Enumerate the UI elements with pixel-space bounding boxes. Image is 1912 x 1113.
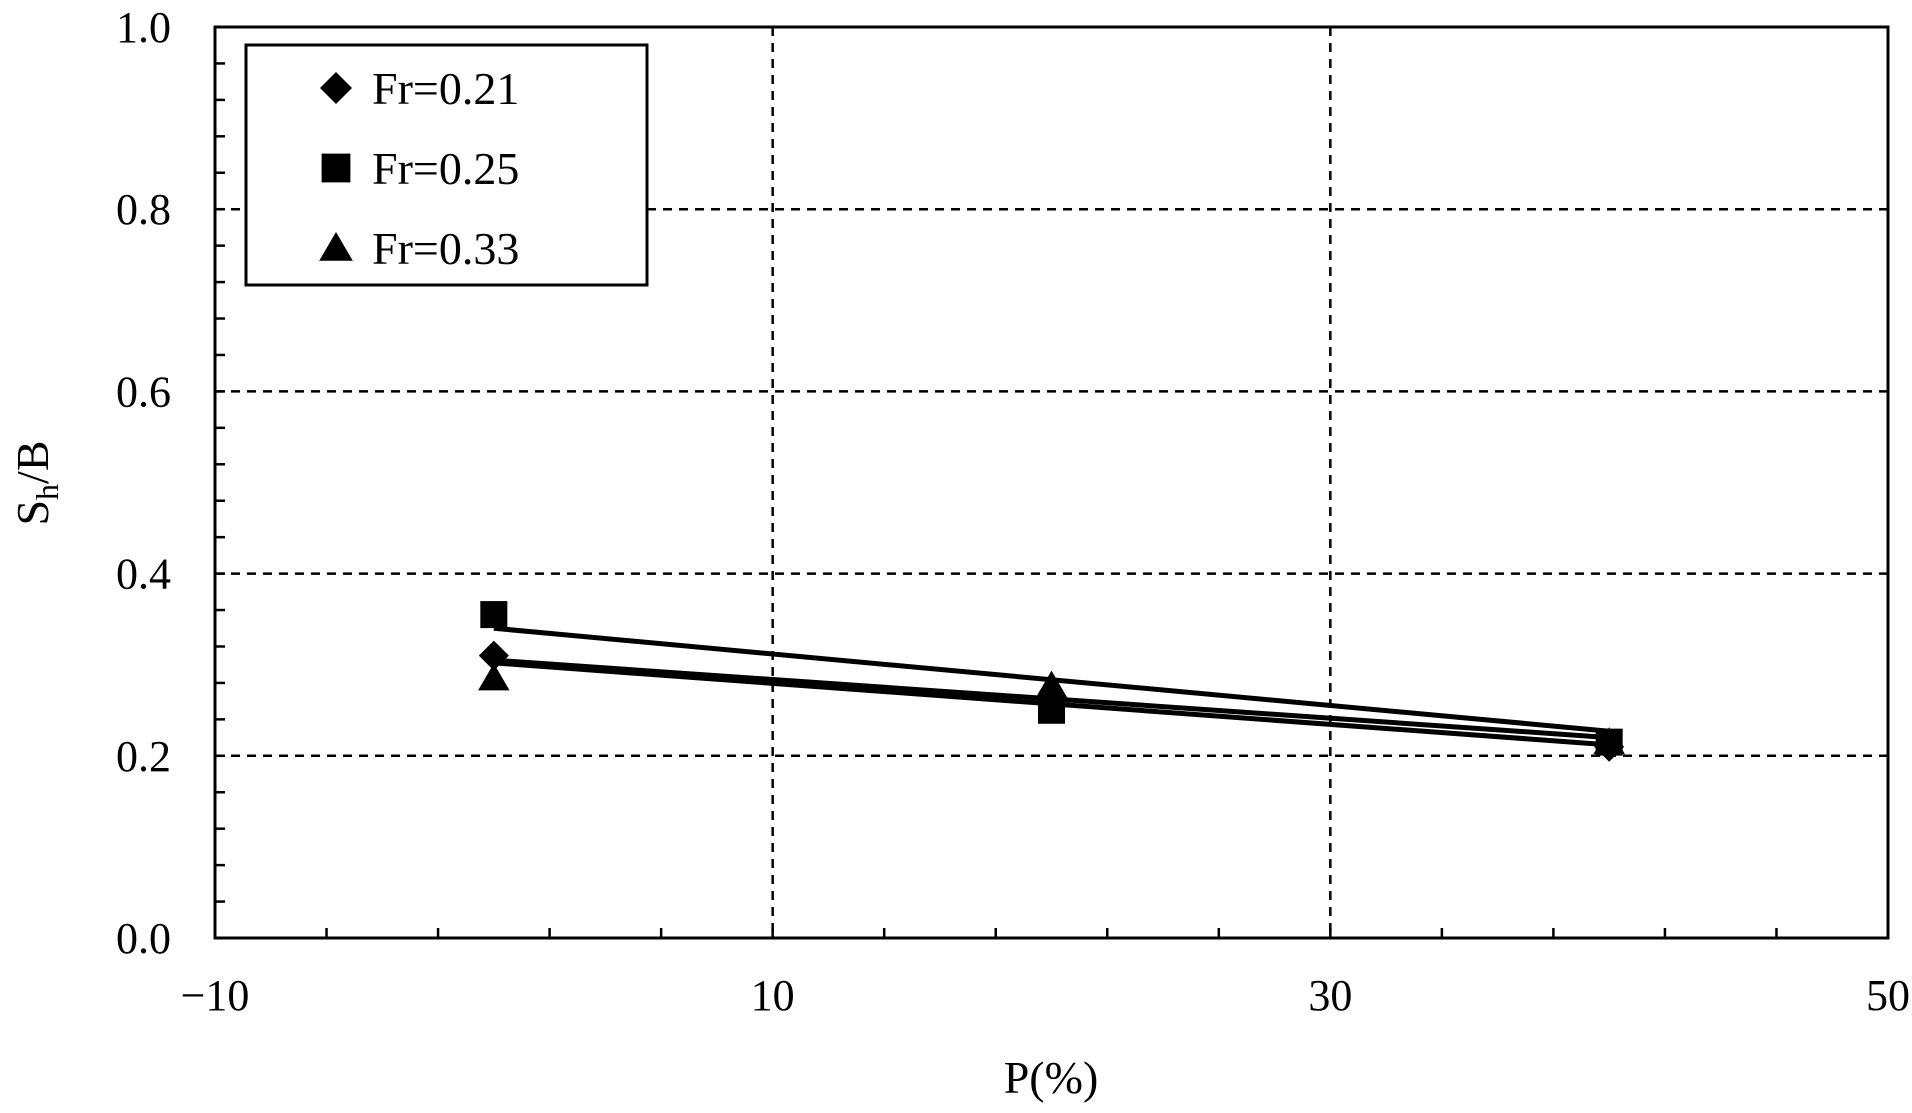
legend-marker-square bbox=[321, 153, 351, 183]
x-tick-label: 30 bbox=[1308, 971, 1352, 1020]
y-tick-label: 0.4 bbox=[116, 550, 171, 599]
legend: Fr=0.21 Fr=0.25 Fr=0.33 bbox=[244, 43, 649, 287]
y-tick-label: 0.6 bbox=[116, 367, 171, 416]
data-point-triangle bbox=[478, 663, 510, 691]
y-tick-label: 1.0 bbox=[116, 3, 171, 52]
data-point-triangle bbox=[1035, 670, 1068, 698]
y-axis-title-suffix: /B bbox=[7, 440, 58, 483]
plot-frame bbox=[213, 25, 1890, 940]
x-tick-label: 10 bbox=[751, 971, 795, 1020]
x-axis-title: P(%) bbox=[1004, 1052, 1099, 1103]
y-tick-label: 0.2 bbox=[116, 732, 171, 781]
tick-labels: 0.0 0.2 0.4 0.6 0.8 1.0 −10 10 30 50 bbox=[116, 3, 1910, 1020]
data-point-square bbox=[480, 601, 508, 629]
legend-entries: Fr=0.21 Fr=0.25 Fr=0.33 bbox=[319, 63, 519, 274]
y-tick-label: 0.8 bbox=[116, 185, 171, 234]
data-point-triangle bbox=[1593, 727, 1625, 755]
y-axis-title-main: S bbox=[7, 500, 58, 526]
y-axis-title-subscript: h bbox=[29, 484, 65, 500]
x-tick-label: −10 bbox=[181, 971, 250, 1020]
data-point-square bbox=[1038, 696, 1065, 724]
legend-marker-diamond bbox=[320, 72, 352, 104]
legend-label: Fr=0.33 bbox=[372, 223, 519, 274]
data-point-diamond bbox=[478, 640, 509, 671]
data-markers bbox=[478, 601, 1625, 762]
y-axis-title: Sh/B bbox=[7, 440, 65, 525]
legend-label: Fr=0.25 bbox=[372, 143, 519, 194]
axis-ticks bbox=[215, 62, 1778, 938]
legend-marker-triangle bbox=[319, 232, 353, 261]
y-tick-label: 0.0 bbox=[116, 914, 171, 963]
legend-label: Fr=0.21 bbox=[372, 63, 519, 114]
x-tick-label: 50 bbox=[1866, 971, 1910, 1020]
legend-box bbox=[244, 43, 649, 287]
